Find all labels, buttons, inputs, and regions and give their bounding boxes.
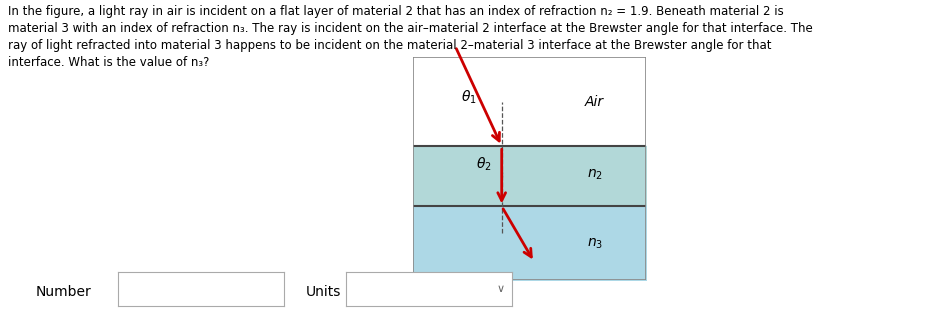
Text: $n_2$: $n_2$ bbox=[587, 168, 603, 183]
Text: i: i bbox=[108, 282, 112, 295]
Text: $n_3$: $n_3$ bbox=[587, 237, 603, 252]
Text: Air: Air bbox=[585, 95, 604, 109]
Text: ∨: ∨ bbox=[496, 284, 504, 294]
Text: In the figure, a light ray in air is incident on a flat layer of material 2 that: In the figure, a light ray in air is inc… bbox=[8, 5, 812, 69]
Text: $\theta_1$: $\theta_1$ bbox=[462, 89, 477, 106]
Text: $\theta_2$: $\theta_2$ bbox=[476, 156, 492, 173]
Text: Units: Units bbox=[306, 285, 341, 299]
Text: Number: Number bbox=[36, 285, 92, 299]
